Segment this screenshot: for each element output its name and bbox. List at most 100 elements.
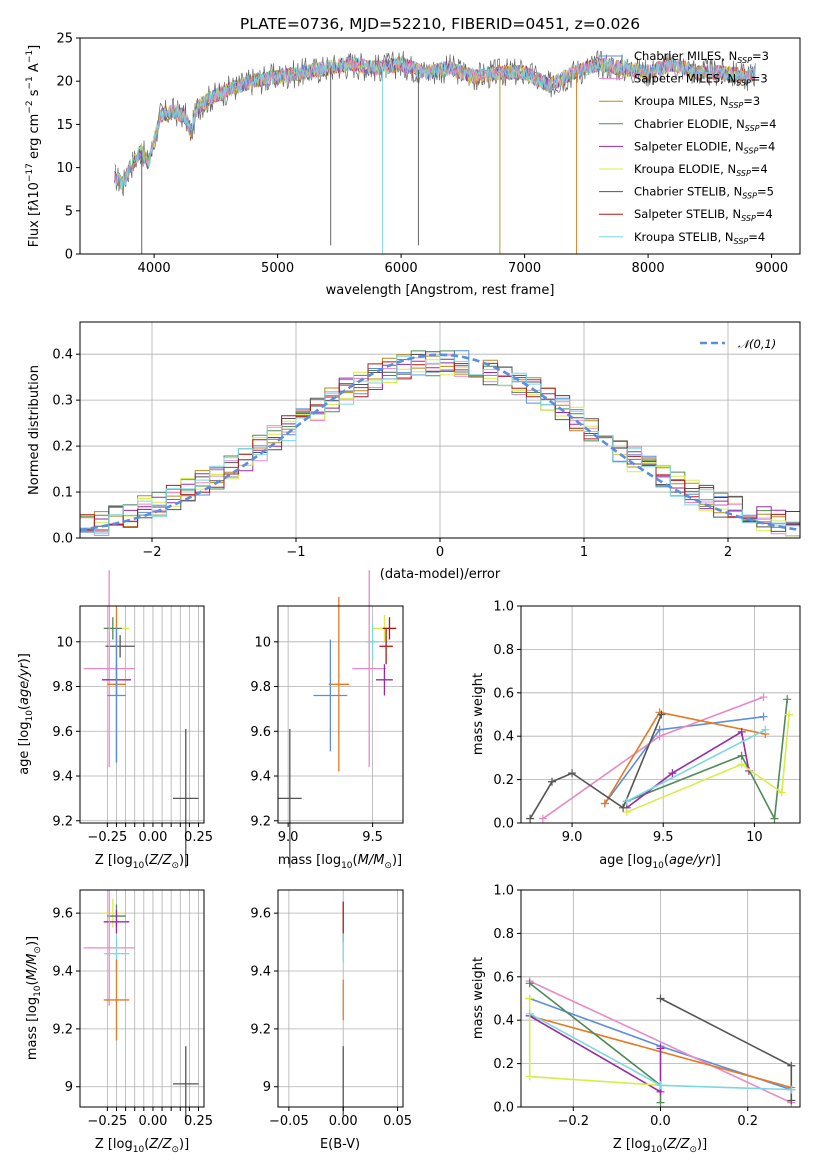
weight-age-point-marker (600, 799, 609, 808)
weight-age-point-marker (655, 708, 664, 717)
mass-ebv-xtick-label: −0.05 (269, 1114, 309, 1129)
weight-age-xtick-label: 10 (746, 830, 763, 845)
weight-age-ytick-label: 1.0 (493, 600, 514, 615)
mass-Z-xtick-label: −0.25 (87, 1114, 127, 1129)
legend-label: Salpeter STELIB, NSSP=4 (634, 207, 773, 223)
weight-age-ytick-label: 0.6 (493, 686, 514, 701)
spectrum-ylabel: Flux [fλ10−17 erg cm−2 s−1 A−1] (25, 45, 42, 247)
age-mass-xtick-label: 9.0 (278, 830, 299, 845)
weight-Z-point-marker (656, 1044, 665, 1053)
weight-age-point-marker (759, 712, 768, 721)
mass-ebv-xtick-label: 0.00 (329, 1114, 358, 1129)
spectrum-ytick-label: 25 (56, 32, 73, 47)
age-Z-ytick-label: 9.4 (52, 770, 73, 785)
weight-age-point-marker (538, 814, 547, 823)
mass-ebv-ytick-label: 9.4 (250, 965, 271, 980)
age-Z-ytick-label: 9.2 (52, 814, 73, 829)
residuals-ytick-label: 0.2 (52, 440, 73, 455)
weight-z-ylabel: mass weight (471, 957, 486, 1039)
weight-age-ytick-label: 0.8 (493, 643, 514, 658)
mass-z-ylabel: mass [log10(M/M⊙)] (25, 936, 43, 1060)
weight-Z-xtick-label: 0.0 (650, 1114, 671, 1129)
residuals-ytick-label: 0.4 (52, 348, 73, 363)
residuals-xtick-label: 0 (436, 545, 444, 560)
age-mass-ytick-label: 9.4 (250, 770, 271, 785)
residuals-xtick-label: −1 (286, 545, 305, 560)
mass-ebv-panel: −0.05 0.00 0.05 9 9.2 9.4 9.6 E(B-V) (250, 889, 412, 1152)
weight-Z-point-marker (656, 1098, 665, 1107)
weight-age-series-line (626, 730, 750, 809)
age-Z-xtick-label: 0.00 (138, 830, 167, 845)
weight-age-point-marker (548, 777, 556, 786)
residuals-xtick-label: 2 (724, 545, 732, 560)
weight-age-series-line (626, 699, 788, 822)
age-mass-xtick-label: 9.5 (362, 830, 383, 845)
mass-ebv-ytick-label: 9.6 (250, 907, 271, 922)
legend-label: Salpeter MILES, NSSP=3 (634, 72, 768, 88)
spectrum-xtick-label: 9000 (755, 261, 788, 276)
spectrum-legend: Chabrier MILES, NSSP=3 Salpeter MILES, NS… (599, 49, 776, 246)
weight-Z-ytick-label: 0.8 (493, 927, 514, 942)
spectrum-line (114, 55, 756, 190)
weight-Z-point-marker (656, 1081, 665, 1090)
weight-age-point-marker (737, 760, 746, 769)
spectrum-xtick-label: 7000 (508, 261, 541, 276)
residuals-panel: −2 −1 0 1 2 0.0 0.1 0.2 0.3 0.4 (data-model)/erro… (27, 321, 801, 582)
age-mass-ytick-label: 9.8 (250, 680, 271, 695)
weight-Z-xtick-label: 0.2 (737, 1114, 758, 1129)
spectrum-ytick-label: 20 (56, 75, 73, 90)
weight-age-point-marker (622, 797, 631, 806)
residuals-xtick-label: −2 (142, 545, 161, 560)
age-Z-xtick-label: −0.25 (87, 830, 127, 845)
weight-Z-point-marker (656, 994, 665, 1003)
age-z-xlabel: Z [log10(Z/Z⊙)] (95, 853, 189, 871)
age-Z-ytick-label: 9.6 (52, 725, 73, 740)
weight-age-panel: 9.0 9.5 10 0.0 0.2 0.4 0.6 0.8 1.0 age [log10(ag… (471, 600, 801, 871)
weight-age-point-marker (777, 788, 786, 797)
residuals-xlabel: (data-model)/error (380, 567, 501, 582)
spectrum-ytick-label: 15 (56, 118, 73, 133)
weight-age-series-line (604, 715, 764, 804)
residual-histogram (80, 355, 800, 535)
weight-Z-ytick-label: 0.6 (493, 970, 514, 985)
weight-age-axes-frame (520, 605, 801, 824)
weight-Z-ytick-label: 0.4 (493, 1014, 514, 1029)
spectrum-ytick-label: 10 (56, 161, 73, 176)
residual-histogram (80, 359, 800, 537)
weight-age-point-marker (619, 803, 628, 812)
residuals-legend: 𝒩(0,1) (700, 337, 776, 351)
spectrum-xtick-label: 5000 (261, 261, 294, 276)
age-Z-ytick-label: 9.8 (52, 680, 73, 695)
residuals-ylabel: Normed distribution (27, 365, 42, 495)
mass-Z-xtick-label: 0.00 (138, 1114, 167, 1129)
residuals-xtick-label: 1 (580, 545, 588, 560)
spectrum-ytick-label: 5 (65, 204, 73, 219)
spectrum-xtick-label: 8000 (632, 261, 665, 276)
weight-z-xlabel: Z [log10(Z/Z⊙)] (613, 1137, 707, 1155)
normal-curve (79, 353, 801, 532)
spectrum-panel: 4000 5000 6000 7000 8000 9000 0 5 10 15 20 25 wavel… (25, 32, 801, 298)
spectrum-ytick-label: 0 (65, 248, 73, 263)
legend-label: Salpeter ELODIE, NSSP=4 (634, 139, 775, 155)
mass-ebv-ytick-label: 9.2 (250, 1022, 271, 1037)
weight-Z-point-marker (787, 1061, 796, 1070)
legend-label: Chabrier STELIB, NSSP=5 (634, 185, 774, 201)
mass-Z-ytick-label: 9.4 (52, 965, 73, 980)
weight-age-ylabel: mass weight (471, 673, 486, 755)
weight-age-series-line (626, 714, 790, 813)
weight-age-ytick-label: 0.0 (493, 817, 514, 832)
weight-age-point-marker (526, 814, 535, 823)
weight-Z-point-marker (787, 1096, 796, 1105)
age-mass-panel: 9.0 9.5 9.2 9.4 9.6 9.8 10 mass [log10(M/M⊙)] (250, 570, 404, 871)
legend-label: Chabrier ELODIE, NSSP=4 (634, 117, 776, 133)
weight-z-panel: −0.2 0.0 0.2 0.0 0.2 0.4 0.6 0.8 1.0 Z [log10(Z/… (471, 884, 801, 1155)
figure-title: PLATE=0736, MJD=52210, FIBERID=0451, z=0… (240, 15, 640, 33)
weight-age-point-marker (761, 725, 770, 734)
weight-Z-point-marker (525, 1009, 534, 1018)
age-z-panel: −0.25 0.00 0.25 9.2 9.4 9.6 9.8 10 Z [log10(Z/Z… (17, 570, 213, 871)
age-z-ylabel: age [log10(age/yr)] (17, 653, 35, 775)
weight-age-ytick-label: 0.2 (493, 773, 514, 788)
weight-age-point-marker (783, 695, 792, 704)
mass-ebv-xlabel: E(B-V) (320, 1137, 360, 1152)
